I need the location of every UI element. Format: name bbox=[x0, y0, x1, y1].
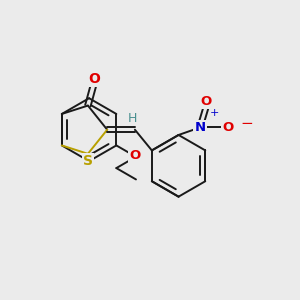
Text: −: − bbox=[240, 116, 253, 131]
Text: O: O bbox=[88, 72, 100, 86]
Text: N: N bbox=[194, 121, 206, 134]
Text: +: + bbox=[209, 108, 219, 118]
Text: O: O bbox=[222, 121, 233, 134]
Text: S: S bbox=[83, 154, 93, 168]
Text: O: O bbox=[129, 149, 141, 162]
Text: O: O bbox=[200, 95, 212, 108]
Text: H: H bbox=[128, 112, 137, 125]
